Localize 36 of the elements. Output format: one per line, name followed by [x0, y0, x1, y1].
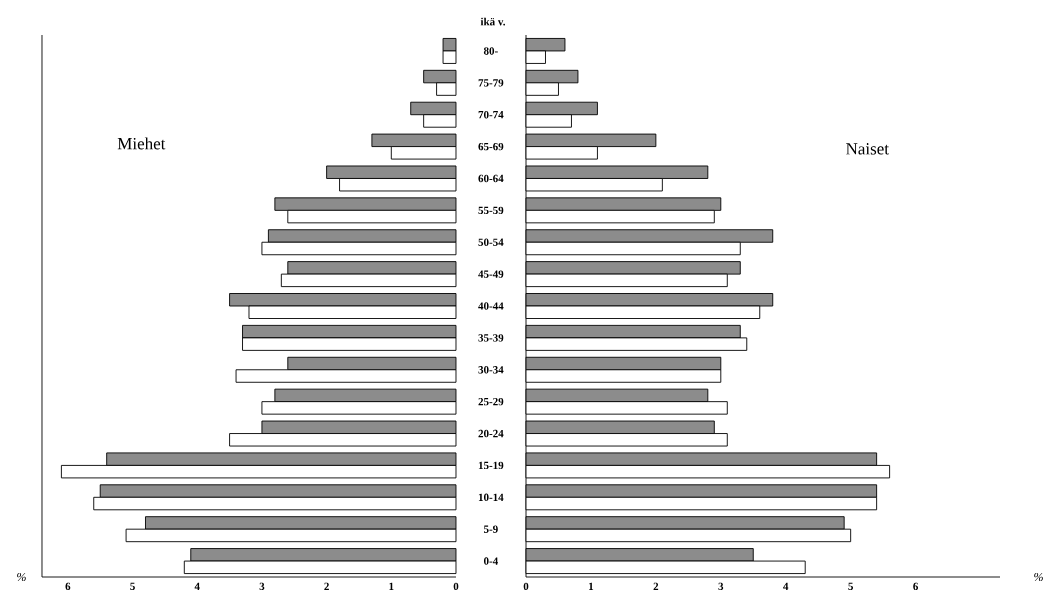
x-tick-label: 5: [848, 582, 854, 590]
x-tick-label: 1: [389, 582, 394, 590]
y-tick-label: 5-9: [483, 525, 498, 533]
x-tick-label: 2: [653, 582, 659, 590]
annotation: Miehet: [117, 137, 166, 150]
y-tick-label: 60-64: [478, 174, 504, 183]
y-tick-label: 80-: [483, 47, 498, 55]
x-tick-label: 0: [453, 582, 459, 591]
y-tick-label: 45-49: [478, 270, 504, 278]
y-tick-label: 0-4: [483, 557, 498, 565]
y-tick-label: 50-54: [478, 238, 504, 246]
x-tick-label: 3: [259, 582, 265, 591]
y-tick-label: 15-19: [478, 461, 504, 470]
y-tick-label: 25-29: [478, 397, 504, 406]
x-tick-label: 6: [913, 582, 919, 591]
y-tick-label: 70-74: [478, 111, 504, 119]
y-tick-label: 30-34: [478, 366, 504, 374]
y-tick-label: 40-44: [478, 302, 504, 310]
x-tick-label: 0: [523, 582, 529, 591]
y-axis-title: ikä v.: [480, 17, 506, 26]
y-tick-label: 20-24: [478, 429, 504, 438]
y-tick-label: 10-14: [478, 493, 504, 502]
y-tick-label: 75-79: [478, 79, 504, 87]
y-tick-label: 35-39: [478, 334, 504, 342]
x-tick-label: 6: [65, 582, 71, 591]
y-tick-label: 65-69: [478, 142, 504, 151]
x-axis-title: %: [17, 572, 26, 582]
x-tick-label: 5: [130, 582, 135, 590]
annotation: Naiset: [846, 143, 889, 155]
y-tick-label: 55-59: [478, 206, 504, 215]
x-tick-label: 3: [718, 582, 724, 591]
x-tick-label: 4: [194, 582, 200, 590]
x-tick-label: 1: [589, 582, 594, 590]
x-tick-label: 4: [783, 582, 789, 590]
x-axis-title: %: [1034, 572, 1043, 582]
x-tick-label: 2: [324, 582, 329, 590]
